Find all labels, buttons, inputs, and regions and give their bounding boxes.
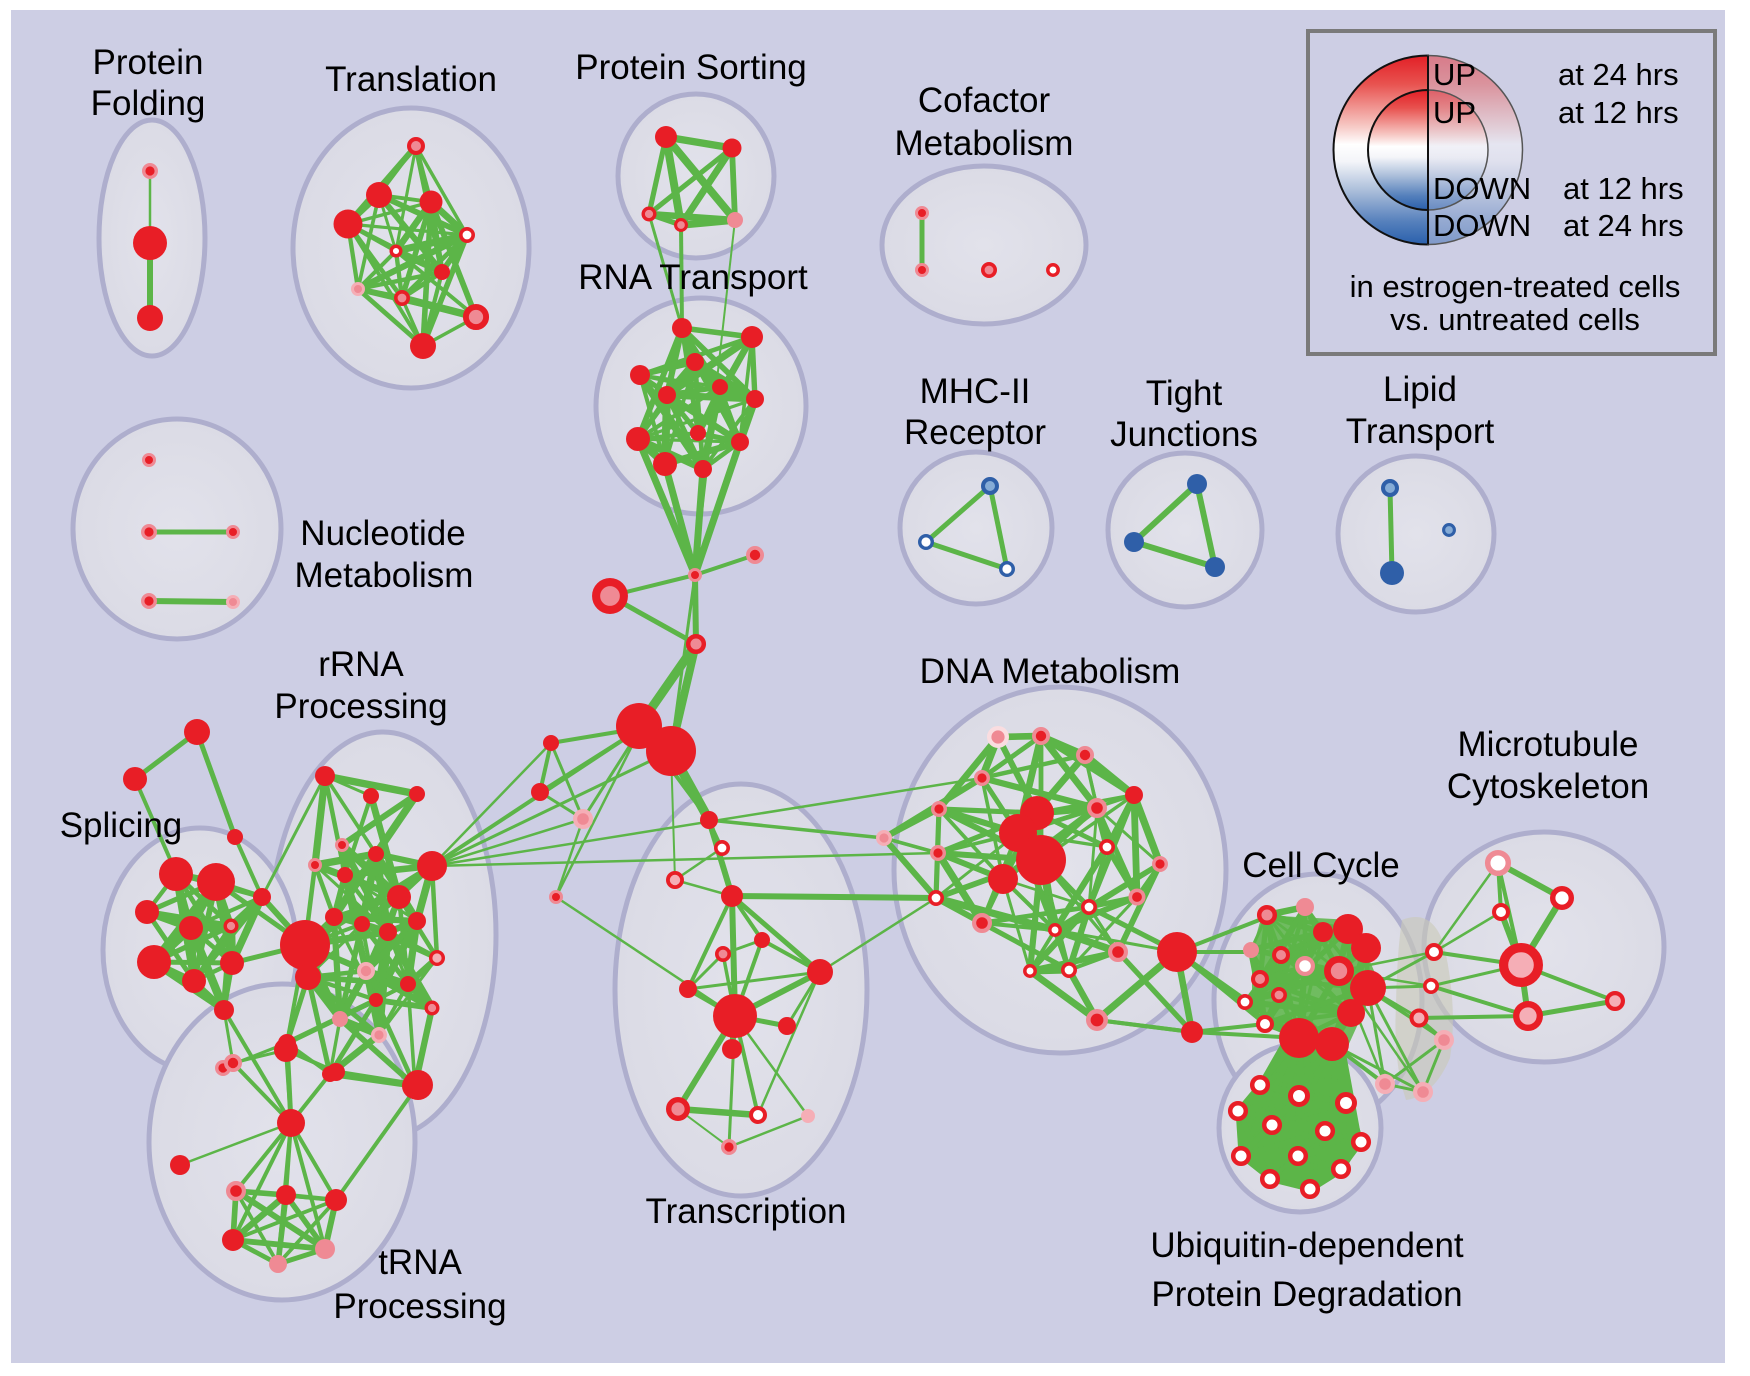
svg-text:Transport: Transport bbox=[1346, 412, 1495, 451]
svg-text:Translation: Translation bbox=[325, 60, 497, 99]
svg-text:Splicing: Splicing bbox=[60, 806, 183, 845]
svg-text:Receptor: Receptor bbox=[904, 413, 1046, 452]
svg-text:at 24 hrs: at 24 hrs bbox=[1563, 208, 1684, 243]
svg-text:Lipid: Lipid bbox=[1383, 370, 1457, 409]
svg-text:Ubiquitin-dependent: Ubiquitin-dependent bbox=[1150, 1226, 1464, 1265]
svg-text:Nucleotide: Nucleotide bbox=[300, 514, 465, 553]
svg-text:Protein Sorting: Protein Sorting bbox=[575, 48, 807, 87]
svg-text:Junctions: Junctions bbox=[1110, 415, 1258, 454]
svg-text:Cofactor: Cofactor bbox=[918, 81, 1051, 120]
svg-text:UP: UP bbox=[1433, 95, 1476, 130]
svg-text:Processing: Processing bbox=[333, 1287, 506, 1326]
svg-text:Processing: Processing bbox=[274, 687, 447, 726]
svg-text:at 12 hrs: at 12 hrs bbox=[1558, 95, 1679, 130]
svg-text:DOWN: DOWN bbox=[1433, 171, 1531, 206]
svg-text:at 12 hrs: at 12 hrs bbox=[1563, 171, 1684, 206]
svg-text:vs. untreated cells: vs. untreated cells bbox=[1390, 302, 1640, 337]
svg-text:Cytoskeleton: Cytoskeleton bbox=[1447, 767, 1649, 806]
svg-text:Protein: Protein bbox=[93, 43, 204, 82]
svg-text:Folding: Folding bbox=[91, 84, 206, 123]
svg-text:Metabolism: Metabolism bbox=[295, 556, 474, 595]
svg-text:tRNA: tRNA bbox=[378, 1243, 462, 1282]
svg-text:Cell Cycle: Cell Cycle bbox=[1242, 846, 1400, 885]
svg-text:Metabolism: Metabolism bbox=[895, 124, 1074, 163]
svg-text:Microtubule: Microtubule bbox=[1458, 725, 1639, 764]
svg-text:in estrogen-treated cells: in estrogen-treated cells bbox=[1350, 269, 1681, 304]
svg-text:at 24 hrs: at 24 hrs bbox=[1558, 57, 1679, 92]
svg-text:rRNA: rRNA bbox=[318, 645, 404, 684]
svg-text:Protein Degradation: Protein Degradation bbox=[1151, 1275, 1462, 1314]
svg-text:RNA Transport: RNA Transport bbox=[578, 258, 808, 297]
svg-text:MHC-II: MHC-II bbox=[920, 372, 1031, 411]
svg-text:DOWN: DOWN bbox=[1433, 208, 1531, 243]
svg-text:DNA Metabolism: DNA Metabolism bbox=[920, 652, 1181, 691]
svg-text:Transcription: Transcription bbox=[646, 1192, 847, 1231]
svg-text:UP: UP bbox=[1433, 57, 1476, 92]
svg-text:Tight: Tight bbox=[1146, 374, 1223, 413]
